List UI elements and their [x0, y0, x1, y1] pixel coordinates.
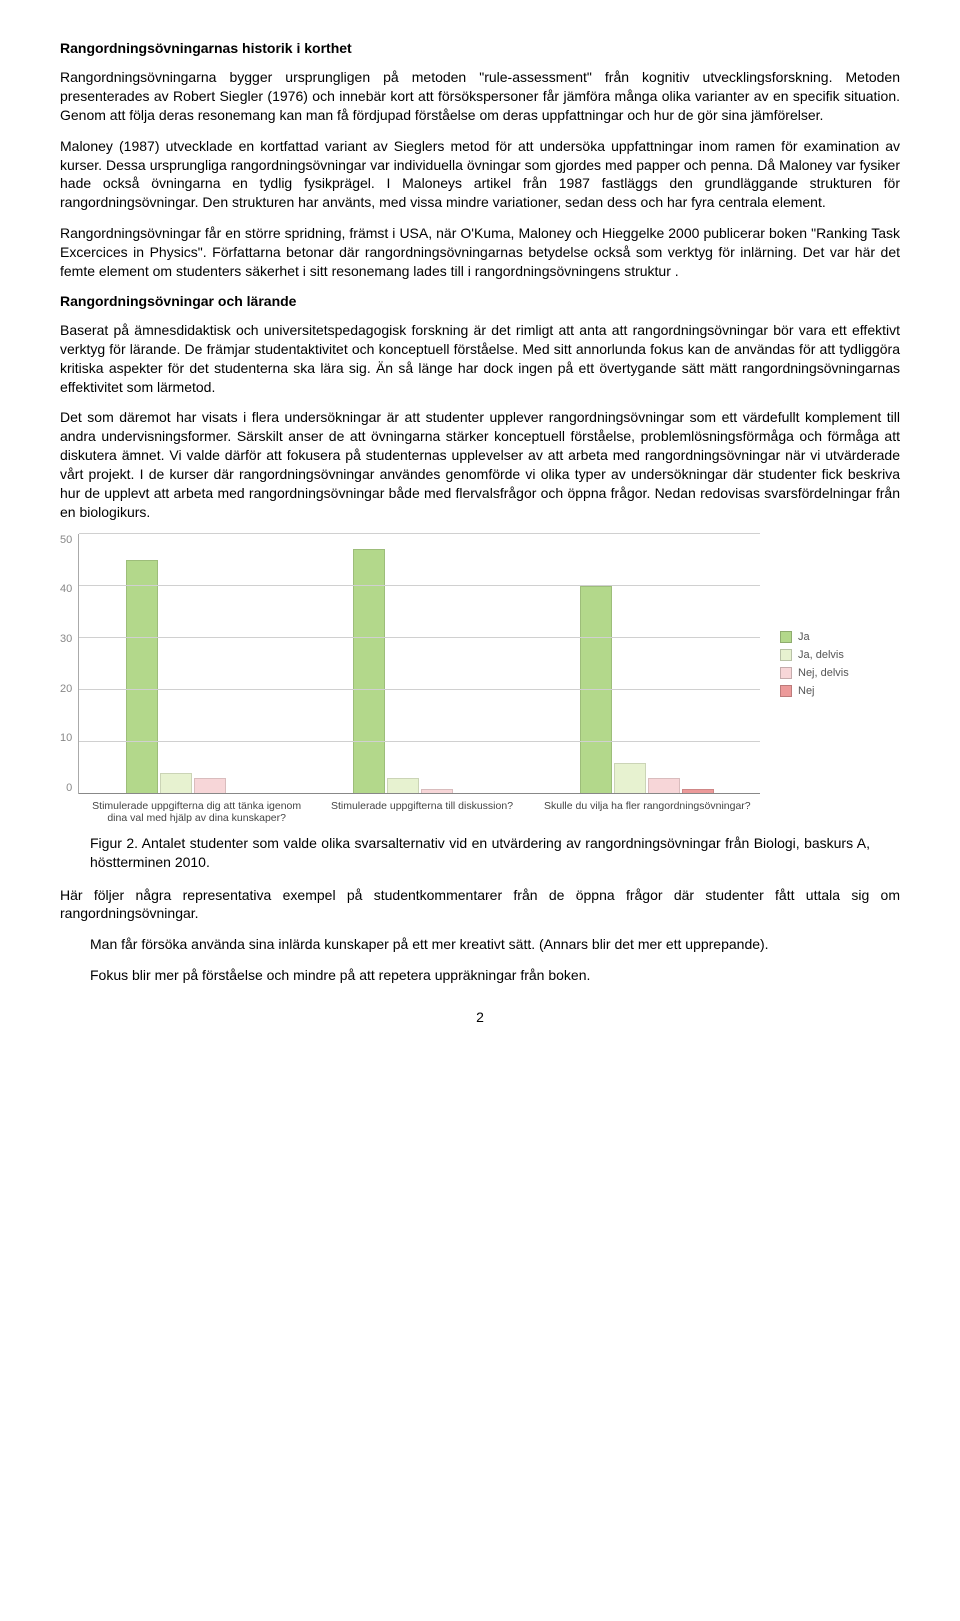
page-number: 2: [60, 1009, 900, 1025]
bar: [353, 549, 385, 793]
x-axis-labels: Stimulerade uppgifterna dig att tänka ig…: [84, 794, 760, 824]
x-label: Skulle du vilja ha fler rangordningsövni…: [535, 800, 760, 824]
student-quote: Fokus blir mer på förståelse och mindre …: [90, 966, 870, 985]
legend-item: Nej, delvis: [780, 667, 900, 679]
legend-item: Ja: [780, 631, 900, 643]
paragraph: Rangordningsövningar får en större sprid…: [60, 224, 900, 281]
heading-history: Rangordningsövningarnas historik i korth…: [60, 40, 900, 56]
legend-swatch: [780, 649, 792, 661]
legend-swatch: [780, 667, 792, 679]
y-tick: 50: [60, 534, 72, 546]
legend: Ja Ja, delvis Nej, delvis Nej: [760, 534, 900, 794]
legend-label: Ja: [798, 631, 810, 643]
legend-label: Nej: [798, 685, 815, 697]
x-label: Stimulerade uppgifterna dig att tänka ig…: [84, 800, 309, 824]
student-quote: Man får försöka använda sina inlärda kun…: [90, 935, 870, 954]
y-tick: 10: [60, 732, 72, 744]
y-tick: 30: [60, 633, 72, 645]
legend-label: Ja, delvis: [798, 649, 844, 661]
heading-learning: Rangordningsövningar och lärande: [60, 293, 900, 309]
y-tick: 0: [66, 782, 72, 794]
paragraph: Det som däremot har visats i flera under…: [60, 408, 900, 521]
bar: [160, 773, 192, 794]
y-tick: 20: [60, 683, 72, 695]
y-axis: 50 40 30 20 10 0: [60, 534, 78, 794]
bar-group: [533, 586, 760, 794]
paragraph: Här följer några representativa exempel …: [60, 886, 900, 924]
bar-group: [306, 549, 533, 793]
legend-item: Nej: [780, 685, 900, 697]
legend-swatch: [780, 685, 792, 697]
bar-chart: 50 40 30 20 10 0 Ja Ja, delvis Nej, delvis Nej S…: [60, 534, 900, 824]
bar: [194, 778, 226, 794]
bar: [126, 560, 158, 794]
plot-area: [78, 534, 760, 794]
bar-group: [79, 560, 306, 794]
bar: [580, 586, 612, 794]
paragraph: Rangordningsövningarna bygger ursprungli…: [60, 68, 900, 125]
bar: [648, 778, 680, 794]
bar: [387, 778, 419, 794]
paragraph: Maloney (1987) utvecklade en kortfattad …: [60, 137, 900, 213]
legend-swatch: [780, 631, 792, 643]
y-tick: 40: [60, 583, 72, 595]
bar: [614, 763, 646, 794]
paragraph: Baserat på ämnesdidaktisk och universite…: [60, 321, 900, 397]
x-label: Stimulerade uppgifterna till diskussion?: [309, 800, 534, 824]
legend-item: Ja, delvis: [780, 649, 900, 661]
figure-caption: Figur 2. Antalet studenter som valde oli…: [90, 834, 870, 872]
legend-label: Nej, delvis: [798, 667, 849, 679]
